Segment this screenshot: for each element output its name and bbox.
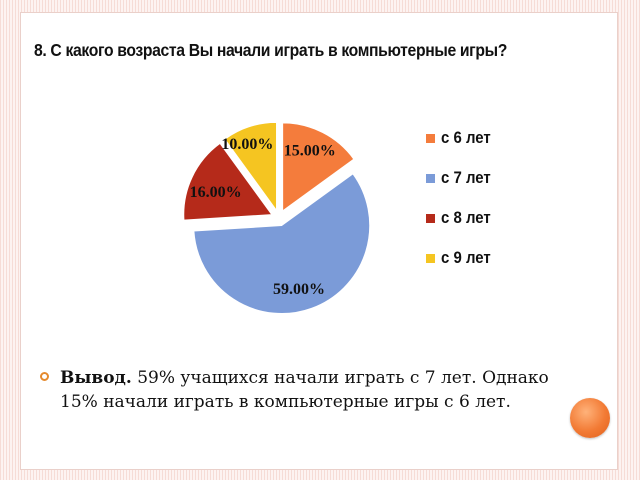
chart-legend: с 6 лет с 7 лет с 8 лет с 9 лет [426,118,498,278]
data-label-с-6-лет: 15.00% [284,142,336,159]
chart-title: 8. С какого возраста Вы начали играть в … [34,40,507,60]
pie-slice-с-8-лет [183,142,273,221]
conclusion-block: Вывод. 59% учащихся начали играть с 7 ле… [40,366,560,414]
legend-swatch [426,173,435,183]
conclusion-body: 59% учащихся начали играть с 7 лет. Одна… [60,368,549,412]
data-label-с-8-лет: 16.00% [190,184,242,201]
data-label-с-7-лет: 59.00% [273,281,325,298]
legend-label: с 9 лет [441,248,491,267]
legend-item-с-8-лет: с 8 лет [426,198,498,238]
legend-swatch [426,133,435,143]
data-label-с-9-лет: 10.00% [221,136,273,153]
decorative-orange-circle-icon [570,398,610,438]
bullet-icon [40,372,49,381]
legend-item-с-7-лет: с 7 лет [426,158,498,198]
legend-label: с 7 лет [441,168,491,187]
legend-label: с 8 лет [441,208,491,227]
conclusion-text: Вывод. 59% учащихся начали играть с 7 ле… [60,366,560,414]
legend-item-с-9-лет: с 9 лет [426,238,498,278]
pie-slice-с-9-лет [224,121,278,212]
pie-slice-с-6-лет [282,122,355,212]
legend-swatch [426,213,435,223]
pie-slice-с-7-лет [193,173,371,315]
legend-label: с 6 лет [441,128,491,147]
conclusion-lead: Вывод. [60,368,132,388]
legend-swatch [426,253,435,263]
legend-item-с-6-лет: с 6 лет [426,118,498,158]
